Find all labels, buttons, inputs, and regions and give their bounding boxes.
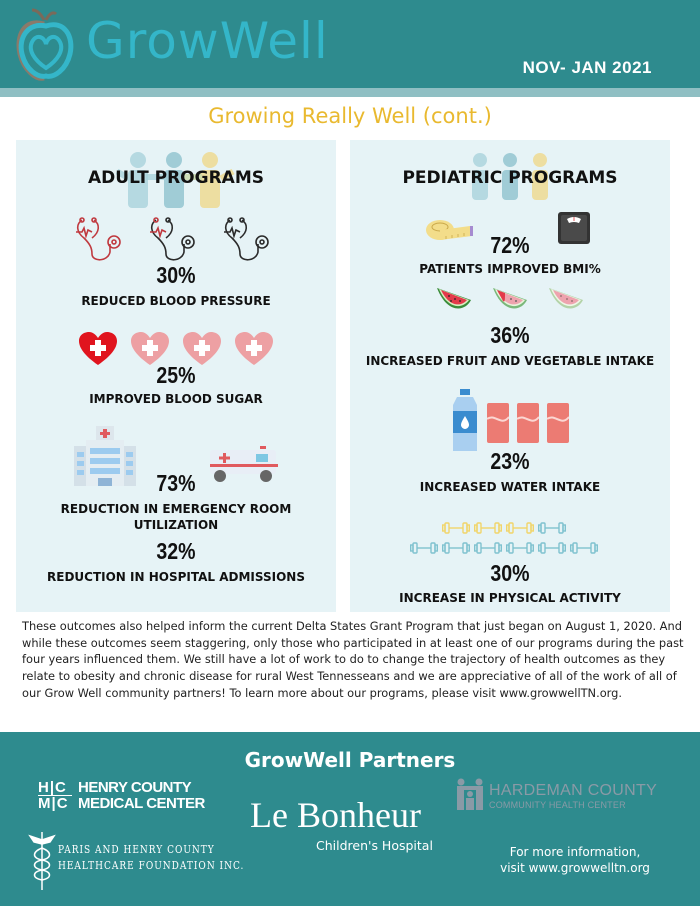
phcf-line1: PARIS AND HENRY COUNTY xyxy=(58,843,215,856)
watermelon-icon xyxy=(549,288,583,309)
more-info-text: For more information, visit www.growwell… xyxy=(470,844,680,876)
watermelon-icon xyxy=(437,288,471,309)
dumbbell-icon xyxy=(506,522,534,534)
stethoscope-icon xyxy=(150,217,195,261)
heart-cross-icon xyxy=(79,332,117,365)
dumbbell-icon xyxy=(442,522,470,534)
page-subtitle: Growing Really Well (cont.) xyxy=(208,104,492,128)
stat-value: 25% xyxy=(156,362,196,388)
le-bonheur-name: Le Bonheur xyxy=(250,795,421,835)
heart-cross-icon xyxy=(235,332,273,365)
hcmc-line2: MEDICAL CENTER xyxy=(78,795,205,812)
stat-value: 30% xyxy=(490,560,530,586)
hcmc-mark: H|C M|C xyxy=(38,780,72,811)
phcf-line2: HEALTHCARE FOUNDATION INC. xyxy=(58,859,245,872)
watermelon-row xyxy=(350,286,670,312)
family-icon xyxy=(457,778,483,810)
adult-programs-title: ADULT PROGRAMS xyxy=(88,168,264,188)
watermelon-icon xyxy=(493,288,527,309)
caduceus-icon xyxy=(28,832,56,890)
heart-cross-icon xyxy=(131,332,169,365)
children-icon xyxy=(472,153,548,200)
stat-label: INCREASED FRUIT AND VEGETABLE INTAKE xyxy=(365,354,655,368)
scale-icon xyxy=(558,212,590,244)
stat-value: 23% xyxy=(490,448,530,474)
soda-can-icon xyxy=(547,403,569,443)
stethoscope-icon xyxy=(224,217,269,261)
heart-cross-icon xyxy=(183,332,221,365)
pediatric-programs-panel: PEDIATRIC PROGRAMS 72% PATIENTS IMPROVED… xyxy=(350,140,670,612)
stethoscope-icon xyxy=(76,217,121,261)
stat-label: INCREASE IN PHYSICAL ACTIVITY xyxy=(399,591,621,605)
dumbbell-icon xyxy=(474,542,502,554)
issue-date: NOV- JAN 2021 xyxy=(522,58,652,77)
stat-value: 36% xyxy=(490,322,530,348)
apple-heart-icon xyxy=(16,8,74,81)
water-bottle-icon xyxy=(453,389,477,451)
header-banner: GrowWell NOV- JAN 2021 xyxy=(0,0,700,88)
soda-can-icon xyxy=(487,403,509,443)
dumbbell-grid xyxy=(410,520,610,560)
stat-label: REDUCTION IN EMERGENCY ROOM UTILIZATION xyxy=(60,502,292,532)
logo-text: GrowWell xyxy=(86,12,329,70)
adult-programs-panel: ADULT PROGRAMS 30% REDUCED BLOOD PRESSUR… xyxy=(16,140,336,612)
stat-value: 32% xyxy=(156,538,196,564)
more-info-line1: For more information, xyxy=(509,845,641,859)
hcmc-mark-top: H|C xyxy=(38,780,72,796)
stat-value: 30% xyxy=(156,262,196,288)
pediatric-programs-title: PEDIATRIC PROGRAMS xyxy=(402,168,618,188)
stethoscope-row xyxy=(16,216,336,264)
ambulance-icon xyxy=(210,446,278,482)
hardeman-line2: COMMUNITY HEALTH CENTER xyxy=(489,800,626,810)
dumbbell-icon xyxy=(506,542,534,554)
hospital-icon xyxy=(74,426,136,486)
hcmc-mark-bottom: M|C xyxy=(38,795,69,812)
partners-footer: GrowWell Partners H|C M|C HENRY COUNTY M… xyxy=(0,732,700,906)
header-divider xyxy=(0,88,700,97)
heart-row xyxy=(16,332,336,366)
stat-label: REDUCED BLOOD PRESSURE xyxy=(81,294,271,308)
hcmc-line1: HENRY COUNTY xyxy=(78,779,192,796)
le-bonheur-sub: Children's Hospital xyxy=(316,838,433,853)
dumbbell-icon xyxy=(474,522,502,534)
hcmc-name: HENRY COUNTY MEDICAL CENTER xyxy=(78,780,205,811)
body-paragraph: These outcomes also helped inform the cu… xyxy=(22,619,684,700)
phcf-text: PARIS AND HENRY COUNTY HEALTHCARE FOUNDA… xyxy=(58,842,244,874)
growwell-logo: GrowWell xyxy=(14,6,354,82)
soda-can-icon xyxy=(517,403,539,443)
water-soda-row xyxy=(350,389,670,453)
hardeman-line1: HARDEMAN COUNTY xyxy=(489,782,658,799)
dumbbell-icon xyxy=(538,542,566,554)
partners-title: GrowWell Partners xyxy=(244,748,456,772)
dumbbell-icon xyxy=(442,542,470,554)
measuring-tape-icon xyxy=(426,220,473,240)
more-info-link[interactable]: visit www.growwelltn.org xyxy=(500,861,650,875)
dumbbell-icon xyxy=(538,522,566,534)
dumbbell-icon xyxy=(570,542,598,554)
stat-value: 73% xyxy=(156,470,196,496)
people-icon xyxy=(116,152,235,208)
stat-label: INCREASED WATER INTAKE xyxy=(419,480,601,494)
paris-henry-county-foundation-logo: PARIS AND HENRY COUNTY HEALTHCARE FOUNDA… xyxy=(28,830,243,892)
stat-label: IMPROVED BLOOD SUGAR xyxy=(89,392,263,406)
stat-label: REDUCTION IN HOSPITAL ADMISSIONS xyxy=(47,570,305,584)
stat-value: 72% xyxy=(490,232,530,258)
stat-label: PATIENTS IMPROVED BMI% xyxy=(419,262,601,276)
dumbbell-icon xyxy=(410,542,438,554)
